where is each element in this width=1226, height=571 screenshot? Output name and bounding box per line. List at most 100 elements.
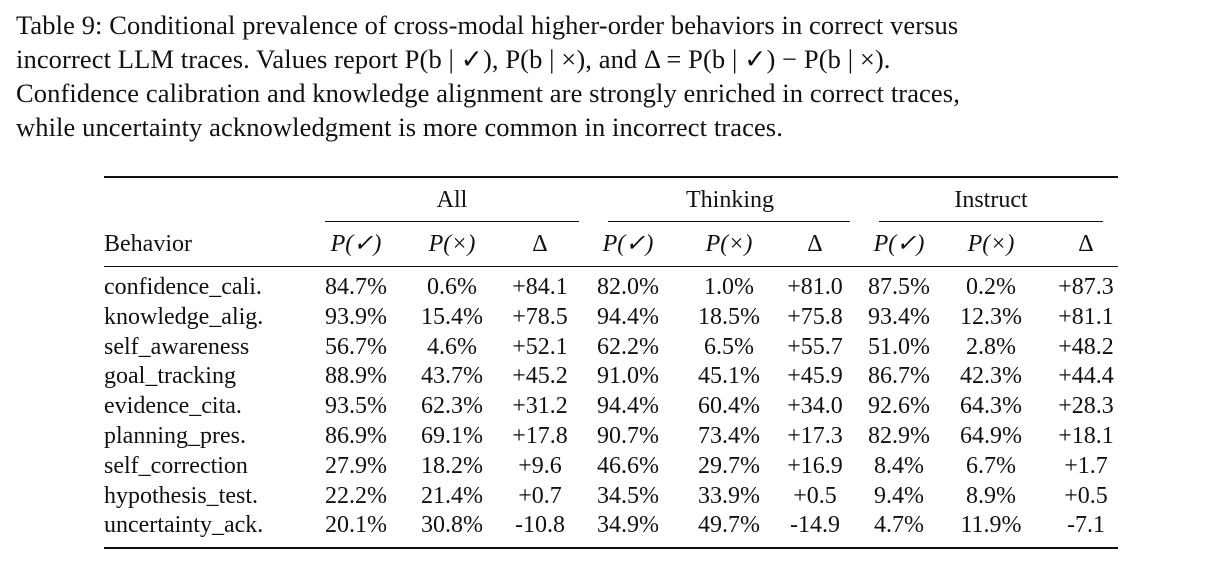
table-row: self_correction 27.9% 18.2% +9.6 46.6% 29.7% +…	[104, 452, 1118, 482]
group-rule-instruct	[879, 221, 1103, 222]
value-cell-instruct-pincorrect: 8.9%	[966, 482, 1016, 509]
value-cell-instruct-pincorrect: 12.3%	[960, 303, 1022, 330]
caption-line-3: Confidence calibration and knowledge ali…	[16, 78, 960, 108]
value-cell-thinking-pincorrect: 33.9%	[698, 482, 760, 509]
value-cell-instruct-pcorrect: 4.7%	[874, 512, 924, 539]
value-cell-all-delta: +45.2	[512, 363, 568, 390]
value-cell-thinking-delta: +16.9	[787, 452, 843, 479]
behavior-header: Behavior	[104, 231, 192, 257]
behavior-cell: hypothesis_test.	[104, 482, 258, 509]
value-cell-instruct-delta: +87.3	[1058, 274, 1114, 300]
value-cell-instruct-pcorrect: 93.4%	[868, 303, 930, 330]
value-cell-thinking-pincorrect: 1.0%	[704, 274, 754, 300]
value-cell-instruct-pcorrect: 8.4%	[874, 452, 924, 479]
table-row: self_awareness 56.7% 4.6% +52.1 62.2% 6.5% +55…	[104, 333, 1118, 363]
value-cell-thinking-pcorrect: 91.0%	[597, 363, 659, 390]
value-cell-all-pincorrect: 30.8%	[421, 512, 483, 539]
value-cell-instruct-pcorrect: 87.5%	[868, 274, 930, 300]
value-cell-all-pincorrect: 4.6%	[427, 333, 477, 360]
caption-line-1: Table 9: Conditional prevalence of cross…	[16, 10, 959, 40]
behavior-cell: evidence_cita.	[104, 393, 242, 420]
value-cell-instruct-delta: +0.5	[1064, 482, 1108, 509]
value-cell-instruct-pcorrect: 86.7%	[868, 363, 930, 390]
value-cell-instruct-pcorrect: 92.6%	[868, 393, 930, 420]
value-cell-all-pcorrect: 56.7%	[325, 333, 387, 360]
value-cell-instruct-delta: +28.3	[1058, 393, 1114, 420]
value-cell-all-pincorrect: 62.3%	[421, 393, 483, 420]
value-cell-all-pincorrect: 18.2%	[421, 452, 483, 479]
value-cell-thinking-delta: +34.0	[787, 393, 843, 420]
group-header-instruct: Instruct	[954, 187, 1028, 213]
value-cell-all-delta: +52.1	[512, 333, 568, 360]
behavior-cell: self_correction	[104, 452, 248, 479]
value-cell-thinking-pincorrect: 73.4%	[698, 422, 760, 449]
value-cell-instruct-delta: +18.1	[1058, 422, 1114, 449]
value-cell-all-pcorrect: 93.5%	[325, 393, 387, 420]
value-cell-all-pcorrect: 88.9%	[325, 363, 387, 390]
behavior-cell: goal_tracking	[104, 363, 236, 390]
results-table: All Thinking Instruct Behavior P(✓) P(×)…	[104, 176, 1118, 550]
column-header-row: Behavior P(✓) P(×) Δ P(✓) P(×) Δ P(✓) P(…	[104, 222, 1118, 266]
table-row: evidence_cita. 93.5% 62.3% +31.2 94.4% 60.4% +…	[104, 392, 1118, 422]
value-cell-thinking-pcorrect: 34.5%	[597, 482, 659, 509]
col-header-all-pcorrect: P(✓)	[330, 231, 382, 257]
value-cell-thinking-pincorrect: 60.4%	[698, 393, 760, 420]
value-cell-thinking-pincorrect: 18.5%	[698, 303, 760, 330]
col-header-instruct-pincorrect: P(×)	[967, 231, 1015, 257]
table-row: uncertainty_ack. 20.1% 30.8% -10.8 34.9% 49.7…	[104, 511, 1118, 541]
value-cell-thinking-pcorrect: 62.2%	[597, 333, 659, 360]
value-cell-thinking-pcorrect: 94.4%	[597, 303, 659, 330]
value-cell-thinking-delta: +81.0	[787, 274, 843, 300]
value-cell-thinking-pincorrect: 45.1%	[698, 363, 760, 390]
behavior-cell: confidence_cali.	[104, 274, 262, 300]
mid-rule	[104, 266, 1118, 267]
value-cell-instruct-pincorrect: 64.9%	[960, 422, 1022, 449]
table-row: confidence_cali. 84.7% 0.6% +84.1 82.0% 1.0% +…	[104, 273, 1118, 303]
value-cell-thinking-pcorrect: 34.9%	[597, 512, 659, 539]
table-row: hypothesis_test. 22.2% 21.4% +0.7 34.5% 33.9%…	[104, 482, 1118, 512]
table-caption: Table 9: Conditional prevalence of cross…	[16, 8, 1212, 144]
caption-line-4: while uncertainty acknowledgment is more…	[16, 112, 783, 142]
value-cell-all-pcorrect: 22.2%	[325, 482, 387, 509]
value-cell-thinking-pcorrect: 90.7%	[597, 422, 659, 449]
value-cell-instruct-pincorrect: 64.3%	[960, 393, 1022, 420]
col-header-instruct-pcorrect: P(✓)	[873, 231, 925, 257]
value-cell-all-pcorrect: 84.7%	[325, 274, 387, 300]
value-cell-all-pincorrect: 15.4%	[421, 303, 483, 330]
group-header-row: All Thinking Instruct	[104, 178, 1118, 222]
bottom-rule	[104, 547, 1118, 550]
col-header-thinking-delta: Δ	[807, 231, 823, 257]
value-cell-all-delta: +17.8	[512, 422, 568, 449]
value-cell-thinking-pincorrect: 49.7%	[698, 512, 760, 539]
value-cell-thinking-pincorrect: 6.5%	[704, 333, 754, 360]
value-cell-thinking-pcorrect: 94.4%	[597, 393, 659, 420]
value-cell-all-delta: +31.2	[512, 393, 568, 420]
value-cell-thinking-delta: +75.8	[787, 303, 843, 330]
value-cell-instruct-delta: +48.2	[1058, 333, 1114, 360]
value-cell-thinking-delta: -14.9	[790, 512, 840, 539]
value-cell-instruct-pcorrect: 9.4%	[874, 482, 924, 509]
col-header-thinking-pincorrect: P(×)	[705, 231, 753, 257]
value-cell-instruct-pincorrect: 6.7%	[966, 452, 1016, 479]
value-cell-thinking-pincorrect: 29.7%	[698, 452, 760, 479]
behavior-cell: knowledge_alig.	[104, 303, 264, 330]
group-rule-all	[325, 221, 579, 222]
value-cell-instruct-delta: +44.4	[1058, 363, 1114, 390]
value-cell-instruct-delta: +81.1	[1058, 303, 1114, 330]
caption-line-2: incorrect LLM traces. Values report P(b …	[16, 44, 891, 74]
value-cell-instruct-pincorrect: 2.8%	[966, 333, 1016, 360]
group-rule-thinking	[608, 221, 850, 222]
col-header-all-delta: Δ	[532, 231, 548, 257]
value-cell-all-pincorrect: 43.7%	[421, 363, 483, 390]
value-cell-all-pcorrect: 27.9%	[325, 452, 387, 479]
value-cell-all-delta: +0.7	[518, 482, 562, 509]
value-cell-instruct-pcorrect: 82.9%	[868, 422, 930, 449]
value-cell-all-delta: +78.5	[512, 303, 568, 330]
table-row: knowledge_alig. 93.9% 15.4% +78.5 94.4% 18.5%…	[104, 303, 1118, 333]
value-cell-all-pcorrect: 20.1%	[325, 512, 387, 539]
behavior-cell: self_awareness	[104, 333, 250, 360]
behavior-cell: planning_pres.	[104, 422, 246, 449]
group-header-thinking: Thinking	[686, 187, 774, 213]
value-cell-instruct-pincorrect: 11.9%	[960, 512, 1022, 539]
value-cell-instruct-pincorrect: 0.2%	[966, 274, 1016, 300]
